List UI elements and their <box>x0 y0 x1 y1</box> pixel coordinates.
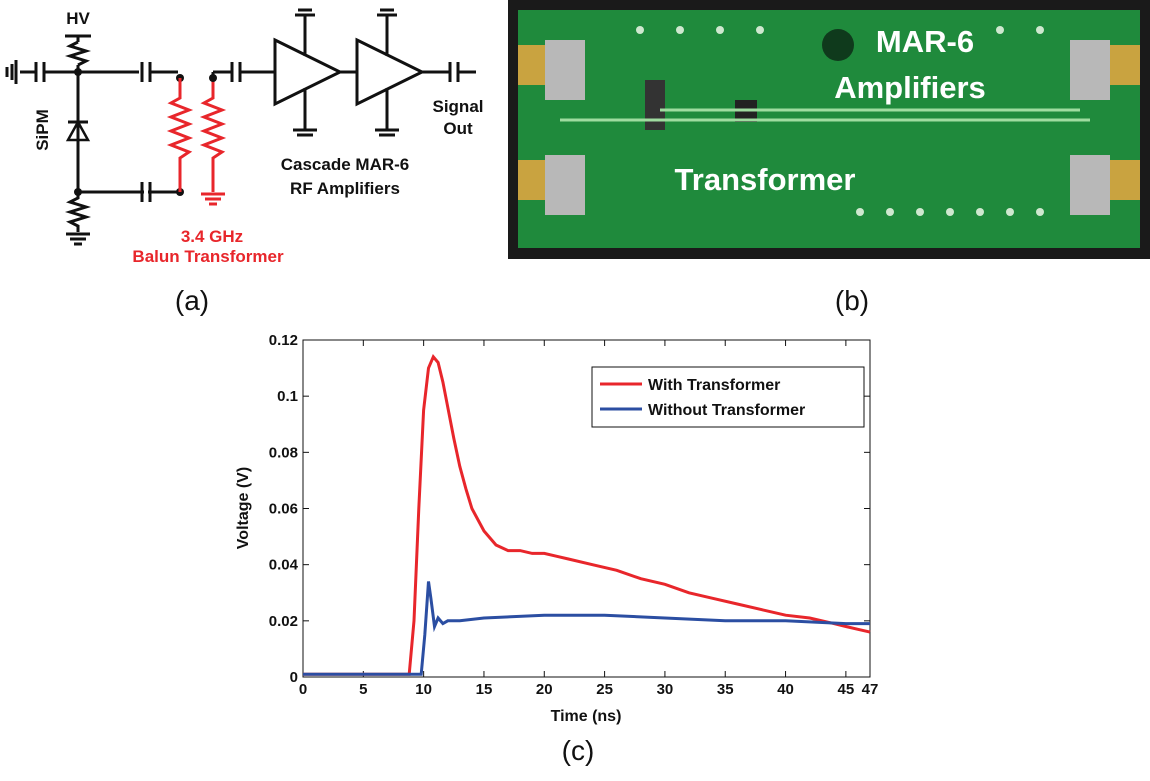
y-tick-label: 0.02 <box>269 613 298 630</box>
panel-label: (b) <box>835 285 869 316</box>
photo-label: Transformer <box>675 162 856 197</box>
hv-label: HV <box>66 9 90 28</box>
x-tick-label: 10 <box>415 681 432 698</box>
figure: HV SiPM Signal Out Cascade MAR-6 RF Ampl… <box>0 0 1150 781</box>
x-tick-label: 45 <box>838 681 855 698</box>
x-tick-label: 20 <box>536 681 553 698</box>
panel-label: (c) <box>562 735 595 766</box>
y-tick-label: 0.1 <box>277 388 298 405</box>
amplifier-label: RF Amplifiers <box>290 179 400 198</box>
balun-label: 3.4 GHz <box>181 227 243 246</box>
legend-label: With Transformer <box>648 377 780 394</box>
x-tick-label: 40 <box>777 681 794 698</box>
x-tick-label: 0 <box>299 681 307 698</box>
balun-label: Balun Transformer <box>132 247 284 266</box>
board-photo <box>508 0 1150 259</box>
x-tick-label: 25 <box>596 681 613 698</box>
panel-label: (a) <box>175 285 209 316</box>
signal-out-label: Out <box>443 119 473 138</box>
circuit <box>7 10 476 244</box>
y-axis-title: Voltage (V) <box>235 467 252 549</box>
legend-label: Without Transformer <box>648 402 805 419</box>
x-tick-label: 47 <box>862 681 879 698</box>
y-tick-label: 0.08 <box>269 444 298 461</box>
x-tick-label: 5 <box>359 681 367 698</box>
y-tick-label: 0.06 <box>269 501 298 518</box>
x-axis-title: Time (ns) <box>551 708 622 725</box>
photo-label: MAR-6 <box>876 24 974 59</box>
y-tick-label: 0.04 <box>269 557 299 574</box>
x-tick-label: 35 <box>717 681 734 698</box>
sipm-label: SiPM <box>33 109 52 151</box>
chart: Time (ns) Voltage (V) 0 5 10 15 20 25 30 35 40 45… <box>235 332 878 725</box>
amplifier-label: Cascade MAR-6 <box>281 155 410 174</box>
signal-out-label: Signal <box>432 97 483 116</box>
x-tick-label: 15 <box>476 681 493 698</box>
y-tick-label: 0.12 <box>269 332 298 349</box>
photo-label: Amplifiers <box>834 70 986 105</box>
y-tick-label: 0 <box>290 669 298 686</box>
x-tick-label: 30 <box>657 681 674 698</box>
